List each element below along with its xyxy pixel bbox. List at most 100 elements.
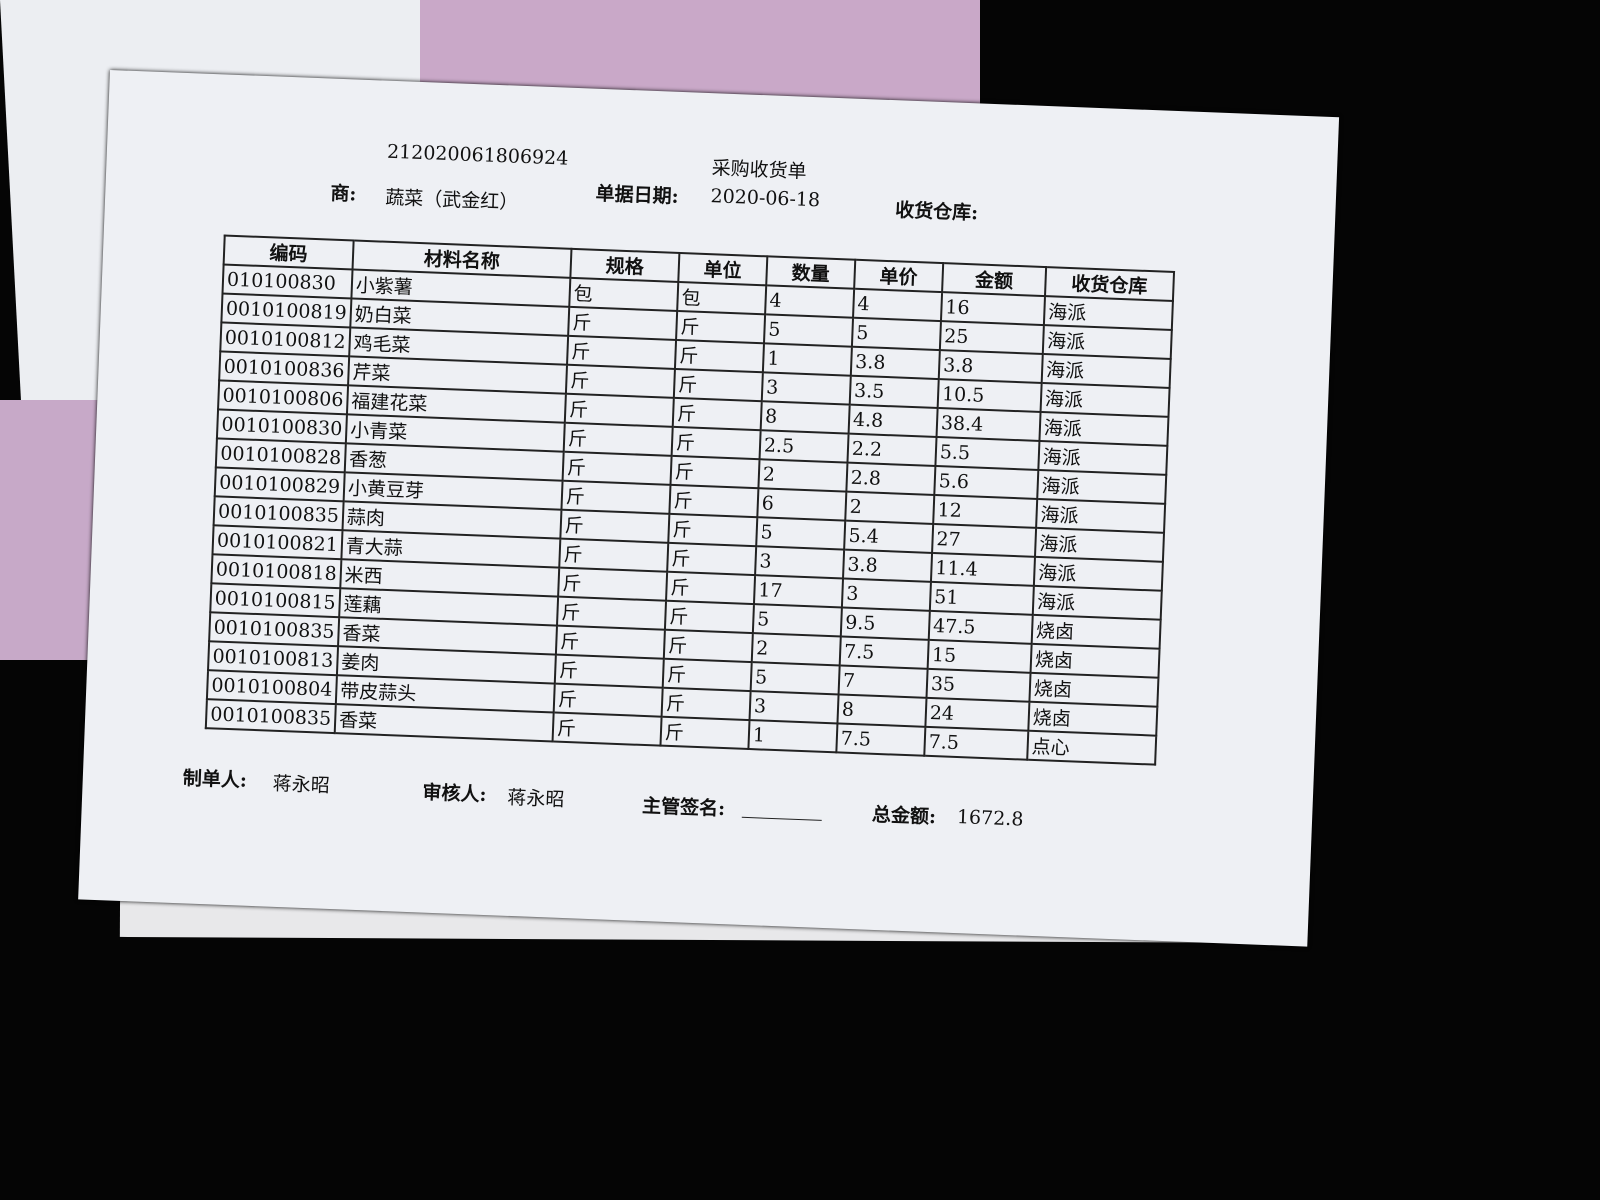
table-cell: 斤	[566, 335, 676, 369]
table-cell: 17	[753, 575, 843, 608]
table-cell: 斤	[565, 364, 675, 398]
date-label: 单据日期:	[595, 182, 679, 208]
table-cell: 斤	[662, 658, 752, 692]
reviewer-label: 审核人:	[422, 781, 487, 806]
table-cell: 斤	[669, 484, 759, 518]
table-cell: 11.4	[930, 552, 1035, 586]
table-cell: 7.5	[924, 726, 1029, 760]
table-cell: 7	[838, 665, 928, 698]
table-cell: 斤	[562, 451, 672, 485]
table-cell: 2	[751, 633, 841, 666]
table-cell: 1	[748, 720, 838, 753]
table-cell: 5.6	[934, 465, 1039, 499]
table-cell: 10.5	[937, 379, 1042, 412]
table-cell: 斤	[675, 310, 765, 344]
table-cell: 8	[760, 401, 850, 434]
table-cell: 斤	[556, 596, 666, 630]
signature-line	[741, 816, 822, 821]
table-cell: 2.8	[846, 462, 936, 495]
table-cell: 斤	[661, 687, 751, 721]
table-cell: 5.4	[844, 520, 934, 553]
table-cell: 51	[929, 581, 1034, 615]
table-cell: 5	[763, 314, 853, 347]
table-cell: 5	[756, 517, 846, 550]
table-cell: 9.5	[840, 607, 930, 640]
table-cell: 斤	[671, 426, 761, 460]
table-cell: 斤	[660, 716, 750, 750]
column-header: 数量	[766, 256, 856, 289]
manager-label: 主管签名:	[641, 794, 726, 821]
table-cell: 斤	[664, 600, 754, 634]
table-cell: 4	[852, 288, 942, 322]
table-cell: 斤	[673, 368, 763, 402]
table-cell: 12	[933, 494, 1038, 528]
table-cell: 5	[750, 662, 840, 695]
table-cell: 4.8	[848, 404, 938, 437]
table-cell: 3.8	[842, 549, 932, 582]
table-cell: 3.8	[938, 350, 1043, 383]
table-cell: 斤	[564, 393, 674, 427]
table-cell: 5.5	[935, 436, 1040, 470]
maker: 蒋永昭	[272, 772, 331, 797]
table-cell: 27	[931, 523, 1036, 557]
table-cell: 斤	[670, 455, 760, 489]
table-cell: 5	[851, 317, 941, 351]
doc-title: 采购收货单	[711, 157, 808, 183]
table-cell: 7.5	[839, 636, 929, 669]
supplier: 蔬菜（武金红）	[384, 186, 519, 214]
table-cell: 2.2	[847, 433, 937, 466]
table-cell: 24	[925, 697, 1030, 731]
items-table: 编码 材料名称 规格 单位 数量 单价 金额 收货仓库 010100830 小紫薯包包 4 4 16 海派…	[205, 234, 1175, 765]
table-cell: 2	[758, 459, 848, 492]
column-header: 单位	[678, 252, 768, 286]
table-cell: 斤	[663, 629, 753, 663]
table-cell: 2	[845, 491, 935, 524]
table-cell: 47.5	[928, 610, 1033, 644]
maker-label: 制单人:	[182, 767, 248, 792]
column-header: 规格	[570, 248, 680, 282]
table-cell: 斤	[674, 339, 764, 373]
total-label: 总金额:	[871, 803, 937, 829]
table-cell: 点心	[1027, 730, 1157, 765]
receipt-sheet: 212020061806924 采购收货单 单据日期: 2020-06-18 商…	[78, 70, 1340, 947]
table-cell: 斤	[558, 567, 668, 601]
table-cell: 斤	[554, 654, 664, 688]
table-cell: 35	[926, 668, 1031, 702]
table-cell: 斤	[559, 538, 669, 572]
table-cell: 斤	[560, 509, 670, 543]
table-cell: 斤	[563, 422, 673, 456]
date: 2020-06-18	[710, 185, 821, 212]
table-cell: 0010100835	[205, 699, 336, 734]
table-cell: 15	[927, 639, 1032, 673]
table-cell: 3.8	[850, 346, 940, 380]
table-cell: 16	[940, 292, 1045, 326]
table-cell: 斤	[672, 397, 762, 431]
supplier-label: 商:	[329, 182, 357, 206]
table-cell: 7.5	[836, 723, 926, 756]
table-cell: 3	[749, 691, 839, 724]
warehouse-label: 收货仓库:	[894, 199, 979, 225]
table-cell: 斤	[668, 513, 758, 547]
table-cell: 包	[677, 281, 767, 315]
table-cell: 2.5	[759, 430, 849, 463]
column-header: 金额	[941, 263, 1047, 297]
table-cell: 38.4	[936, 408, 1041, 441]
column-header: 单价	[854, 259, 944, 293]
table-cell: 3	[841, 578, 931, 611]
table-cell: 1	[762, 343, 852, 376]
table-cell: 斤	[561, 480, 671, 514]
reviewer: 蒋永昭	[506, 786, 565, 811]
table-cell: 25	[939, 321, 1044, 355]
table-cell: 5	[752, 604, 842, 637]
table-cell: 8	[837, 694, 927, 727]
table-cell: 3	[754, 546, 845, 579]
total: 1672.8	[956, 806, 1024, 831]
table-cell: 3	[761, 372, 851, 405]
table-cell: 斤	[665, 571, 755, 605]
table-cell: 包	[569, 277, 679, 311]
table-cell: 4	[764, 285, 855, 318]
table-cell: 3.5	[849, 375, 939, 409]
table-cell: 斤	[553, 683, 663, 717]
doc-no: 212020061806924	[386, 140, 569, 170]
